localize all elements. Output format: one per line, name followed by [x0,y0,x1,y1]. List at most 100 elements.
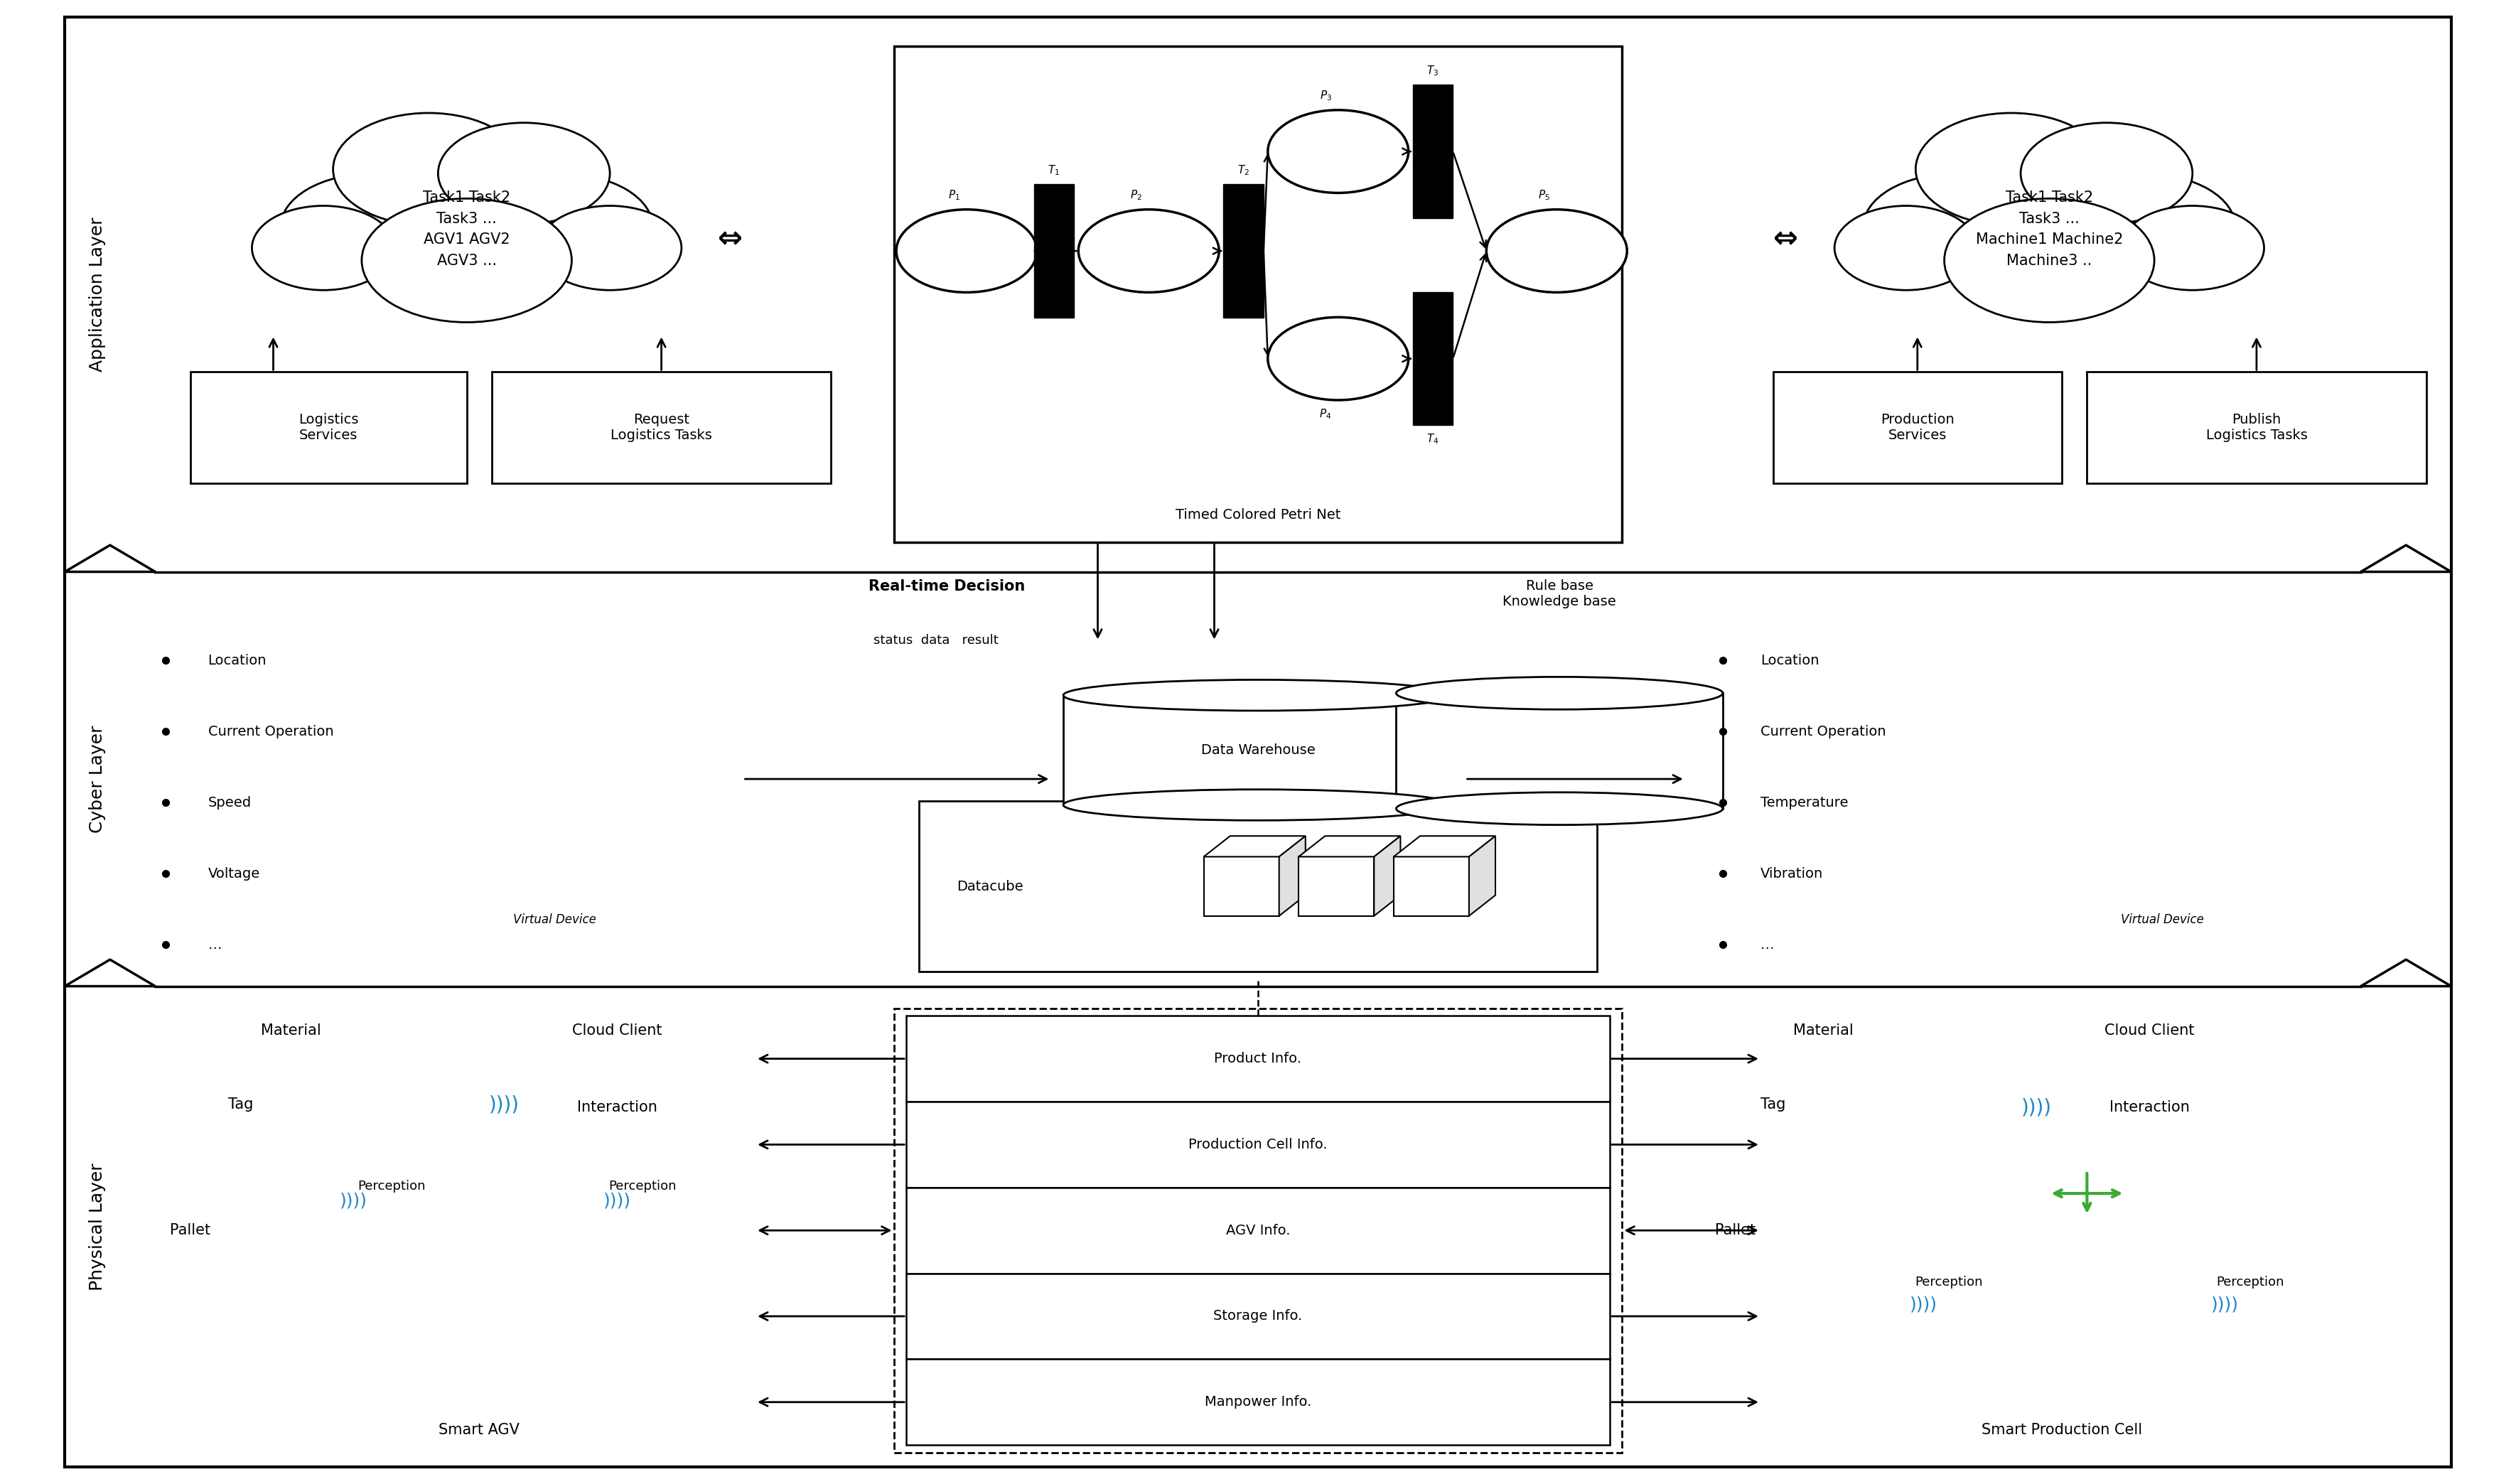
Bar [1064,695,1452,804]
Bar [1203,856,1278,916]
Bar [1223,184,1263,318]
Text: )))): )))) [1910,1296,1937,1313]
Text: $P_4$: $P_4$ [1318,408,1331,421]
Text: Virtual Device: Virtual Device [2121,913,2204,926]
Bar [2086,372,2425,482]
Text: ⇔: ⇔ [717,224,742,254]
Circle shape [362,132,571,255]
Text: Current Operation: Current Operation [1761,724,1887,739]
Text: $P_3$: $P_3$ [1318,89,1331,102]
Text: Smart Production Cell: Smart Production Cell [1983,1423,2141,1438]
Circle shape [332,113,523,226]
Text: Cyber Layer: Cyber Layer [88,726,106,833]
Text: Tag: Tag [229,1098,254,1112]
Text: Virtual Device: Virtual Device [513,913,596,926]
Polygon shape [1278,835,1306,916]
Text: Physical Layer: Physical Layer [88,1163,106,1291]
Circle shape [2020,123,2191,224]
Bar [1414,85,1452,218]
Bar [1414,292,1452,426]
Text: Logistics
Services: Logistics Services [299,413,360,442]
Text: Vibration: Vibration [1761,867,1824,880]
Polygon shape [1298,835,1401,856]
Text: Production Cell Info.: Production Cell Info. [1188,1138,1328,1152]
Text: Datacube: Datacube [956,880,1024,893]
Circle shape [538,206,682,291]
Text: Material: Material [262,1024,322,1037]
Text: $T_3$: $T_3$ [1427,64,1439,77]
Text: Perception: Perception [1915,1276,1983,1288]
Text: )))): )))) [2020,1098,2053,1117]
Text: Product Info.: Product Info. [1215,1052,1301,1066]
Text: Current Operation: Current Operation [209,724,335,739]
Polygon shape [1394,835,1495,856]
Text: Temperature: Temperature [1761,795,1849,809]
Circle shape [1268,318,1409,401]
Text: $T_2$: $T_2$ [1238,163,1250,177]
Bar [1298,856,1374,916]
Text: )))): )))) [340,1192,367,1209]
Circle shape [2121,206,2264,291]
Ellipse shape [1396,792,1723,825]
Bar [906,1017,1610,1101]
Text: Location: Location [209,654,267,668]
Text: Pallet: Pallet [1716,1223,1756,1238]
Circle shape [1864,174,2046,280]
Text: …: … [1761,938,1774,951]
Bar [906,1273,1610,1359]
Text: Production
Services: Production Services [1879,413,1955,442]
Bar [906,1359,1610,1445]
Text: $P_5$: $P_5$ [1537,188,1550,202]
Text: …: … [209,938,221,951]
Polygon shape [1469,835,1495,916]
Circle shape [282,174,463,280]
Text: Data Warehouse: Data Warehouse [1200,743,1316,757]
Text: Smart AGV: Smart AGV [438,1423,521,1438]
Text: AGV Info.: AGV Info. [1225,1224,1291,1238]
Polygon shape [1374,835,1401,916]
Text: Publish
Logistics Tasks: Publish Logistics Tasks [2207,413,2307,442]
Text: $P_2$: $P_2$ [1130,188,1142,202]
Bar [491,372,830,482]
Text: $P_1$: $P_1$ [949,188,961,202]
Circle shape [1487,209,1628,292]
Circle shape [438,123,609,224]
Text: Rule base
Knowledge base: Rule base Knowledge base [1502,579,1615,608]
Text: Material: Material [1794,1024,1854,1037]
Bar [906,1187,1610,1273]
Circle shape [1079,209,1220,292]
Text: Timed Colored Petri Net: Timed Colored Petri Net [1175,508,1341,521]
Bar [191,372,465,482]
Text: ⇔: ⇔ [1774,224,1799,254]
Circle shape [1945,199,2154,322]
Bar [893,46,1623,542]
Text: )))): )))) [488,1095,521,1114]
Circle shape [1945,132,2154,255]
Text: Pallet: Pallet [171,1223,211,1238]
Polygon shape [1203,835,1306,856]
Text: Speed: Speed [209,795,252,809]
Text: Task1 Task2
Task3 ...
AGV1 AGV2
AGV3 ...: Task1 Task2 Task3 ... AGV1 AGV2 AGV3 ... [423,190,511,269]
Bar [1396,693,1723,809]
Bar [918,801,1598,972]
Text: $T_4$: $T_4$ [1427,433,1439,447]
Ellipse shape [1064,680,1452,711]
Text: )))): )))) [2212,1296,2239,1313]
Text: Storage Info.: Storage Info. [1213,1309,1303,1324]
Circle shape [1268,110,1409,193]
Circle shape [252,206,395,291]
Text: Location: Location [1761,654,1819,668]
Circle shape [362,199,571,322]
Text: status  data   result: status data result [873,634,999,647]
Bar [906,1101,1610,1187]
Circle shape [470,174,652,280]
Text: $T_1$: $T_1$ [1049,163,1059,177]
Text: )))): )))) [604,1192,632,1209]
Text: Interaction: Interaction [576,1101,657,1114]
Circle shape [2053,174,2234,280]
Circle shape [1915,113,2106,226]
Text: Cloud Client: Cloud Client [2106,1024,2194,1037]
Text: Perception: Perception [2217,1276,2285,1288]
Text: Cloud Client: Cloud Client [574,1024,662,1037]
Text: Real-time Decision: Real-time Decision [868,579,1024,594]
